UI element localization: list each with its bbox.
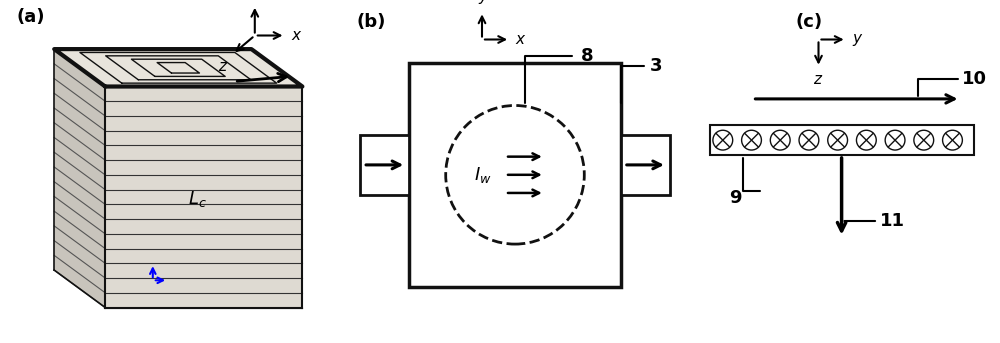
Text: (a): (a) <box>17 8 45 26</box>
Bar <box>710 125 974 155</box>
Text: 8: 8 <box>581 47 594 65</box>
Text: $y$: $y$ <box>478 0 489 7</box>
Polygon shape <box>105 86 302 308</box>
Text: $z$: $z$ <box>813 72 824 87</box>
Text: $x$: $x$ <box>515 32 527 47</box>
Bar <box>360 135 409 194</box>
Text: (b): (b) <box>357 13 386 31</box>
Bar <box>621 135 670 194</box>
Bar <box>409 63 621 287</box>
Polygon shape <box>54 49 105 308</box>
Text: 9: 9 <box>729 189 742 207</box>
Text: 11: 11 <box>880 212 905 230</box>
Text: 3: 3 <box>650 57 663 75</box>
Text: $y$: $y$ <box>852 32 863 47</box>
Text: (c): (c) <box>795 13 823 31</box>
Polygon shape <box>54 49 302 86</box>
Text: 10: 10 <box>962 70 987 88</box>
Text: $x$: $x$ <box>291 28 302 43</box>
Circle shape <box>446 106 584 244</box>
Text: $z$: $z$ <box>218 59 228 74</box>
Text: $L_c$: $L_c$ <box>188 189 206 209</box>
Text: $I_w$: $I_w$ <box>474 165 492 185</box>
